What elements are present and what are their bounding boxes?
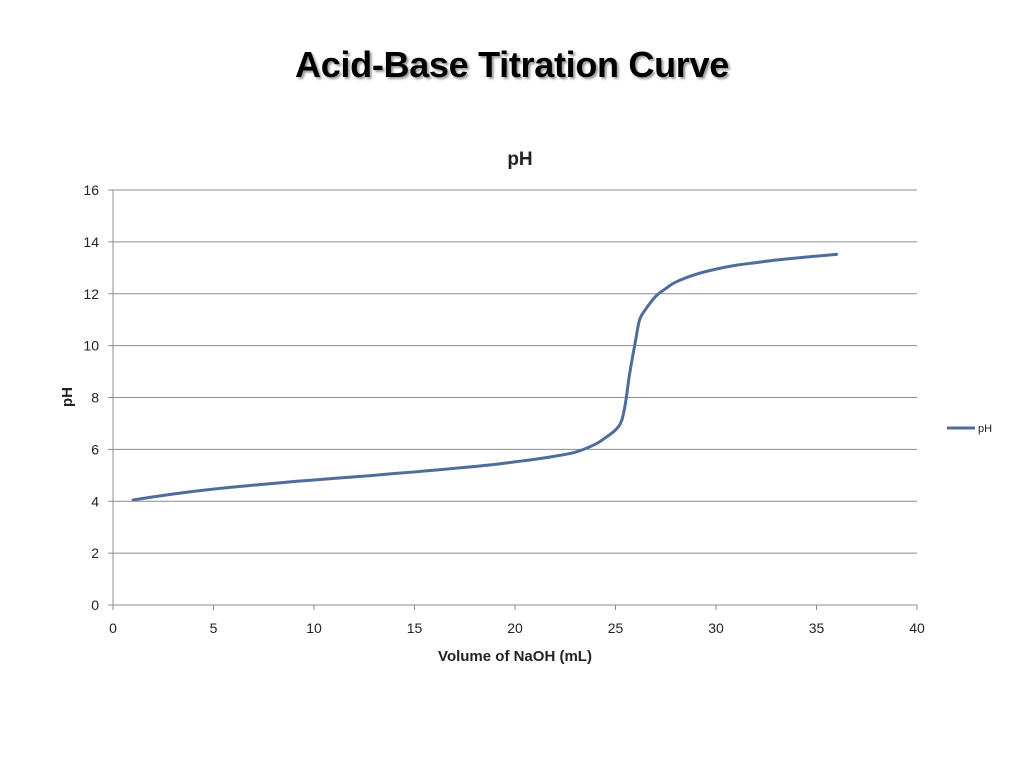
x-tick-label-10: 10 [306, 620, 322, 636]
legend: pH [947, 423, 992, 435]
x-axis-title: Volume of NaOH (mL) [438, 648, 592, 665]
y-tick-label-8: 8 [91, 390, 99, 406]
x-tick-label-35: 35 [809, 620, 825, 636]
y-tick-label-14: 14 [83, 234, 99, 250]
x-tick-label-25: 25 [608, 620, 624, 636]
grid-lines [108, 189, 917, 606]
y-axis-title: pH [59, 387, 76, 407]
y-tick-label-4: 4 [91, 493, 99, 509]
chart-title: pH [507, 149, 532, 170]
y-tick-label-6: 6 [91, 441, 99, 457]
y-tick-label-12: 12 [83, 286, 99, 302]
x-tick-label-15: 15 [407, 620, 423, 636]
axes [112, 190, 918, 610]
x-tick-label-20: 20 [507, 620, 523, 636]
x-tick-label-30: 30 [708, 620, 724, 636]
series-line-ph [131, 252, 839, 502]
y-tick-label-0: 0 [91, 597, 99, 613]
x-tick-label-5: 5 [210, 620, 218, 636]
y-tick-labels: 0 2 4 6 8 10 12 14 16 [83, 182, 99, 613]
x-tick-label-0: 0 [109, 620, 117, 636]
y-tick-label-10: 10 [83, 338, 99, 354]
x-tick-label-40: 40 [909, 620, 925, 636]
legend-label: pH [978, 423, 992, 435]
y-tick-label-2: 2 [91, 545, 99, 561]
y-tick-label-16: 16 [83, 182, 99, 198]
x-tick-labels: 0 5 10 15 20 25 30 35 40 [109, 620, 925, 636]
slide-title: Acid-Base Titration Curve [295, 44, 729, 85]
